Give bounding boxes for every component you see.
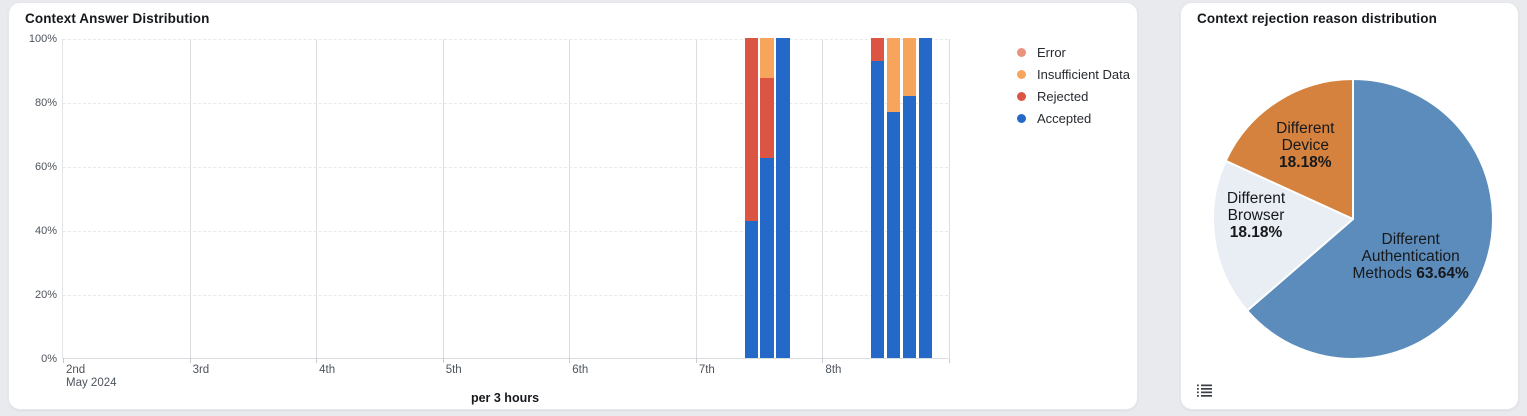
horizontal-gridline bbox=[63, 167, 948, 168]
pie-slice-different-browser[interactable] bbox=[1212, 159, 1354, 312]
legend-item-label: Error bbox=[1037, 44, 1066, 60]
list-icon bbox=[1196, 384, 1212, 397]
vertical-gridline bbox=[189, 39, 191, 358]
bar-segment-rejected[interactable] bbox=[871, 38, 885, 61]
bar-segment-accepted[interactable] bbox=[760, 158, 774, 358]
bar-segment-accepted[interactable] bbox=[886, 111, 901, 358]
pie-slice-different-device[interactable] bbox=[1224, 78, 1354, 220]
horizontal-gridline bbox=[63, 39, 948, 40]
vertical-gridline bbox=[316, 39, 318, 358]
legend-dot-icon bbox=[1017, 91, 1026, 101]
bar-segment-rejected[interactable] bbox=[744, 38, 758, 221]
x-axis-tick bbox=[569, 358, 571, 363]
bar-plot: 2nd May 2024 3rd 4th 5th 6th 7th 8th 0% 20% 40% 60%… bbox=[29, 33, 950, 389]
x-axis-tick bbox=[695, 358, 697, 363]
x-axis-tick bbox=[63, 358, 64, 363]
horizontal-gridline bbox=[63, 103, 948, 104]
vertical-gridline bbox=[569, 39, 571, 358]
y-tick-label: 60% bbox=[34, 161, 57, 173]
x-axis-tick bbox=[316, 358, 318, 363]
y-tick-label: 80% bbox=[34, 97, 57, 109]
vertical-gridline bbox=[949, 39, 950, 358]
x-axis-tick bbox=[442, 358, 444, 363]
bar-segment-accepted[interactable] bbox=[902, 96, 917, 358]
vertical-gridline bbox=[695, 39, 697, 358]
legend-dot-icon bbox=[1017, 113, 1026, 123]
legend-item-label: Accepted bbox=[1037, 110, 1092, 126]
horizontal-gridline bbox=[63, 231, 948, 232]
legend-item-accepted[interactable]: Accepted bbox=[1017, 107, 1130, 129]
x-tick-label: 2nd bbox=[66, 364, 86, 376]
bar-segment-insufficient_data[interactable] bbox=[886, 38, 901, 112]
chart-legend: Error Insufficient Data Rejected Accepted bbox=[1017, 41, 1130, 129]
legend-item-error[interactable]: Error bbox=[1017, 41, 1130, 63]
pie-chart: Different Authentication Methods 63.64% Dif… bbox=[1212, 78, 1494, 360]
bar-segment-accepted[interactable] bbox=[744, 220, 758, 358]
horizontal-gridline bbox=[63, 295, 948, 296]
pie-slice-label: Different Authentication Methods 63.64% bbox=[1352, 231, 1469, 282]
panel-title: Context Answer Distribution bbox=[25, 11, 210, 26]
bar-segment-insufficient_data[interactable] bbox=[902, 38, 917, 97]
vertical-gridline bbox=[822, 39, 824, 358]
bar-segment-accepted[interactable] bbox=[871, 60, 885, 358]
pie-slice-different-authentication-methods[interactable] bbox=[1246, 78, 1494, 360]
legend-item-label: Rejected bbox=[1037, 88, 1089, 104]
context-rejection-reason-panel: Context rejection reason distribution Di… bbox=[1180, 2, 1519, 410]
pie-slice-label: Different Device 18.18% bbox=[1276, 120, 1335, 171]
legend-dot-icon bbox=[1017, 47, 1026, 57]
y-tick-label: 100% bbox=[28, 33, 57, 45]
legend-dot-icon bbox=[1017, 69, 1026, 79]
x-tick-label: 5th bbox=[445, 364, 462, 376]
y-tick-label: 40% bbox=[34, 225, 57, 237]
y-tick-label: 20% bbox=[34, 289, 57, 301]
bar-segment-insufficient_data[interactable] bbox=[760, 38, 774, 78]
x-tick-label: 4th bbox=[319, 364, 336, 376]
x-tick-label: 3rd bbox=[192, 364, 210, 376]
legend-item-label: Insufficient Data bbox=[1037, 66, 1130, 82]
bar-segment-rejected[interactable] bbox=[760, 78, 774, 158]
x-axis-tick bbox=[822, 358, 824, 363]
context-answer-distribution-panel: Context Answer Distribution 2nd May 2024 3… bbox=[8, 2, 1138, 410]
x-tick-sublabel: May 2024 bbox=[66, 377, 117, 389]
x-axis-tick bbox=[949, 358, 950, 363]
x-tick-label: 7th bbox=[698, 364, 715, 376]
y-tick-label: 0% bbox=[41, 353, 57, 365]
panel-title: Context rejection reason distribution bbox=[1197, 11, 1437, 26]
x-axis-tick bbox=[189, 358, 191, 363]
legend-item-insufficient-data[interactable]: Insufficient Data bbox=[1017, 63, 1130, 85]
bar-segment-accepted[interactable] bbox=[918, 38, 932, 358]
x-tick-label: 6th bbox=[572, 364, 589, 376]
vertical-gridline bbox=[442, 39, 444, 358]
bar-segment-accepted[interactable] bbox=[776, 38, 790, 358]
legend-item-rejected[interactable]: Rejected bbox=[1017, 85, 1130, 107]
legend-toggle-button[interactable] bbox=[1194, 382, 1214, 400]
x-axis-caption: per 3 hours bbox=[470, 391, 540, 405]
pie-slice-label: Different Browser 18.18% bbox=[1227, 190, 1286, 241]
x-tick-label: 8th bbox=[825, 364, 842, 376]
